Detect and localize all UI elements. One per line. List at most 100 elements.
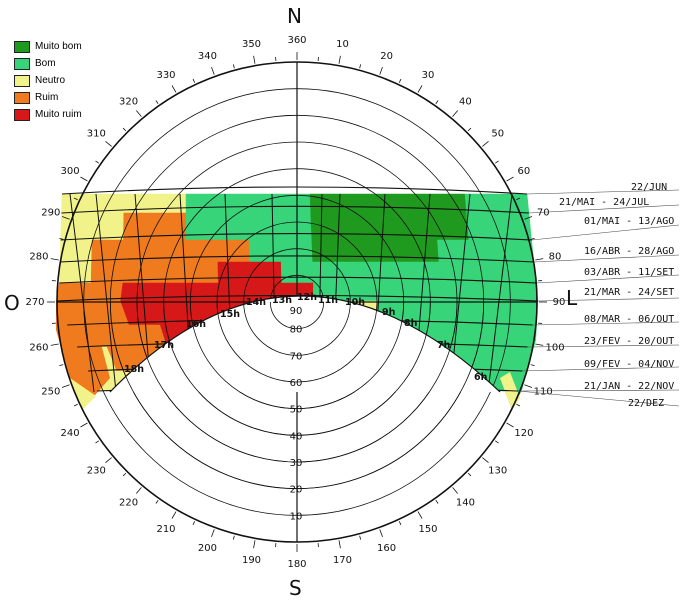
hour-label: 13h xyxy=(272,295,292,306)
azimuth-label: 260 xyxy=(29,342,48,353)
azimuth-tick xyxy=(359,535,362,540)
hour-label: 17h xyxy=(154,340,174,351)
azimuth-tick xyxy=(467,127,472,132)
azimuth-tick xyxy=(379,66,383,75)
hour-label: 9h xyxy=(382,307,396,318)
hour-line xyxy=(69,193,95,393)
altitude-label: 50 xyxy=(290,405,303,416)
azimuth-tick xyxy=(467,472,472,477)
azimuth-tick xyxy=(253,540,256,549)
azimuth-tick xyxy=(232,64,235,69)
date-leader-line xyxy=(526,189,680,195)
azimuth-label: 70 xyxy=(537,207,550,218)
azimuth-tick xyxy=(482,457,489,464)
altitude-arc xyxy=(109,301,485,490)
azimuth-label: 330 xyxy=(156,70,175,81)
polar-grid xyxy=(56,61,538,543)
azimuth-tick xyxy=(506,176,514,182)
legend-label: Ruim xyxy=(35,92,59,103)
hour-label: 10h xyxy=(345,297,365,308)
legend-swatch xyxy=(14,40,30,53)
azimuth-label: 170 xyxy=(333,555,352,566)
azimuth-tick xyxy=(338,540,341,549)
hour-label: 8h xyxy=(404,318,418,329)
date-leader-line xyxy=(531,224,680,241)
azimuth-label: 180 xyxy=(287,559,306,570)
azimuth-tick xyxy=(435,500,439,504)
legend-item-muito-ruim: Muito ruim xyxy=(14,106,82,123)
diagram-labels: 360 10 20 30 40 50 60 70 80 90 100 110 120 130 140 150 1… xyxy=(25,35,680,570)
date-curve xyxy=(61,205,529,214)
azimuth-label: 90 xyxy=(553,297,566,308)
altitude-arc xyxy=(163,301,431,436)
comfort-cell xyxy=(405,239,440,263)
azimuth-label: 310 xyxy=(87,129,106,140)
comfort-cell xyxy=(503,282,539,302)
azimuth-label: 280 xyxy=(29,252,48,263)
comfort-cell xyxy=(470,300,506,326)
azimuth-tick xyxy=(506,422,514,428)
hour-label: 7h xyxy=(437,340,451,351)
comfort-cell xyxy=(90,261,124,284)
azimuth-tick xyxy=(95,440,99,444)
azimuth-label: 350 xyxy=(242,39,261,50)
azimuth-tick xyxy=(61,216,70,220)
legend: Muito bom Bom Neutro Ruim Muito ruim xyxy=(14,38,82,123)
azimuth-tick xyxy=(398,521,402,526)
date-leader-line xyxy=(533,254,680,263)
comfort-cell xyxy=(247,193,280,214)
altitude-arc xyxy=(269,301,325,330)
azimuth-label: 10 xyxy=(336,39,349,50)
azimuth-label: 140 xyxy=(456,498,475,509)
altitude-label: 60 xyxy=(290,378,303,389)
azimuth-label: 270 xyxy=(25,297,44,308)
azimuth-tick xyxy=(61,384,70,388)
comfort-cell xyxy=(61,193,94,214)
comfort-cell xyxy=(154,261,187,284)
comfort-cell xyxy=(185,193,218,214)
azimuth-tick xyxy=(50,258,59,261)
comfort-cell xyxy=(152,282,187,302)
altitude-arc xyxy=(136,301,458,463)
comfort-cell xyxy=(340,193,374,214)
date-label: 22/DEZ xyxy=(628,398,665,409)
hour-line xyxy=(487,193,513,393)
legend-label: Muito ruim xyxy=(35,109,82,120)
date-label: 01/MAI - 13/AGO xyxy=(584,216,675,227)
date-label: 09/FEV - 04/NOV xyxy=(584,359,675,370)
azimuth-tick xyxy=(452,487,459,494)
date-leader-line xyxy=(522,366,680,372)
legend-label: Bom xyxy=(35,58,56,69)
date-label: 21/MAR - 24/SET xyxy=(584,287,675,298)
azimuth-label: 100 xyxy=(545,342,564,353)
azimuth-label: 210 xyxy=(156,524,175,535)
date-leader-line xyxy=(537,297,680,302)
azimuth-tick xyxy=(73,197,78,201)
azimuth-tick xyxy=(73,403,78,407)
azimuth-tick xyxy=(122,127,127,132)
comfort-cell xyxy=(402,193,436,214)
azimuth-tick xyxy=(50,343,59,346)
comfort-cell xyxy=(372,212,407,241)
compass-west: O xyxy=(4,291,20,315)
azimuth-label: 240 xyxy=(61,428,80,439)
azimuth-tick xyxy=(192,78,196,83)
compass-east: L xyxy=(566,286,578,310)
azimuth-tick xyxy=(379,529,383,538)
comfort-cell xyxy=(184,282,219,302)
hour-label: 12h xyxy=(297,292,317,303)
hour-label: 15h xyxy=(220,309,240,320)
hour-line xyxy=(95,193,117,393)
date-leader-line xyxy=(535,274,680,284)
azimuth-label: 20 xyxy=(380,51,393,62)
altitude-label: 70 xyxy=(290,351,303,362)
azimuth-tick xyxy=(122,472,127,477)
date-leader-line xyxy=(517,389,680,392)
comfort-cell xyxy=(408,282,442,302)
azimuth-tick xyxy=(171,85,177,93)
azimuth-tick xyxy=(495,160,499,164)
azimuth-tick xyxy=(516,403,521,407)
altitude-label: 20 xyxy=(290,485,303,496)
hour-label: 16h xyxy=(186,319,206,330)
